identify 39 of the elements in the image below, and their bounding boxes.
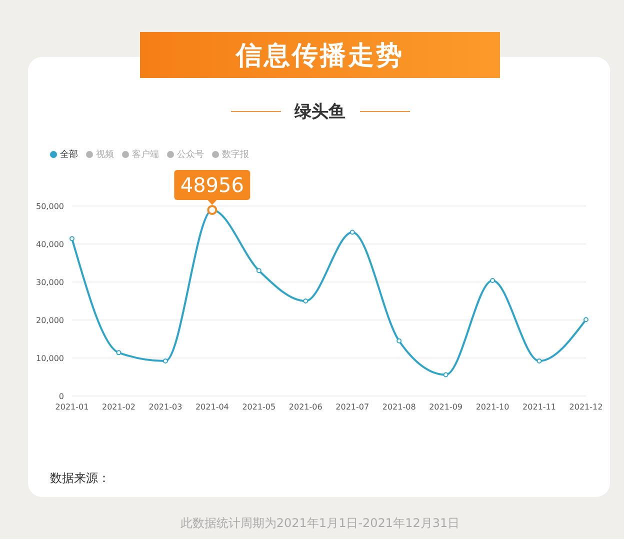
chart-title: 信息传播走势 bbox=[140, 32, 500, 78]
point bbox=[303, 298, 308, 304]
point bbox=[443, 372, 448, 378]
y-tick-label: 10,000 bbox=[36, 354, 64, 363]
annotation: 48956 bbox=[180, 172, 244, 197]
x-tick-label: 2021-08 bbox=[382, 402, 416, 412]
point bbox=[116, 350, 122, 356]
source-note: 数据来源： bbox=[50, 470, 110, 487]
point bbox=[350, 230, 355, 235]
x-tick-label: 2021-03 bbox=[148, 402, 182, 412]
legend-label: 全部 bbox=[60, 148, 78, 160]
y-tick-label: 40,000 bbox=[36, 240, 64, 249]
point bbox=[490, 278, 496, 283]
point bbox=[162, 358, 168, 364]
x-tick-label: 2021-09 bbox=[429, 402, 463, 412]
x-tick-label: 2021-01 bbox=[55, 402, 89, 412]
legend-label: 视频 bbox=[96, 148, 114, 160]
point bbox=[396, 338, 402, 344]
legend-label: 客户端 bbox=[132, 148, 159, 160]
y-tick-label: 20,000 bbox=[36, 316, 64, 325]
chart-subtitle: 绿头鱼 bbox=[294, 101, 346, 123]
x-tick-label: 2021-12 bbox=[569, 402, 603, 412]
legend-label: 公众号 bbox=[177, 148, 204, 160]
x-tick-label: 2021-11 bbox=[522, 402, 556, 412]
legend-label: 数字报 bbox=[222, 148, 249, 160]
point bbox=[584, 317, 588, 322]
point bbox=[70, 236, 74, 242]
point bbox=[256, 268, 262, 274]
x-tick-label: 2021-02 bbox=[102, 402, 136, 412]
x-tick-label: 2021-06 bbox=[288, 402, 322, 412]
point bbox=[536, 358, 542, 364]
x-tick-label: 2021-07 bbox=[336, 402, 370, 412]
x-tick-label: 2021-10 bbox=[476, 402, 510, 412]
y-tick-label: 0 bbox=[58, 392, 64, 401]
y-tick-label: 50,000 bbox=[36, 202, 64, 211]
x-tick-label: 2021-05 bbox=[242, 402, 276, 412]
y-tick-label: 30,000 bbox=[36, 278, 64, 287]
text: 此数据统计周期为2021年1月1日-2021年12月31日 bbox=[179, 515, 461, 532]
x-tick-label: 2021-04 bbox=[195, 402, 229, 412]
